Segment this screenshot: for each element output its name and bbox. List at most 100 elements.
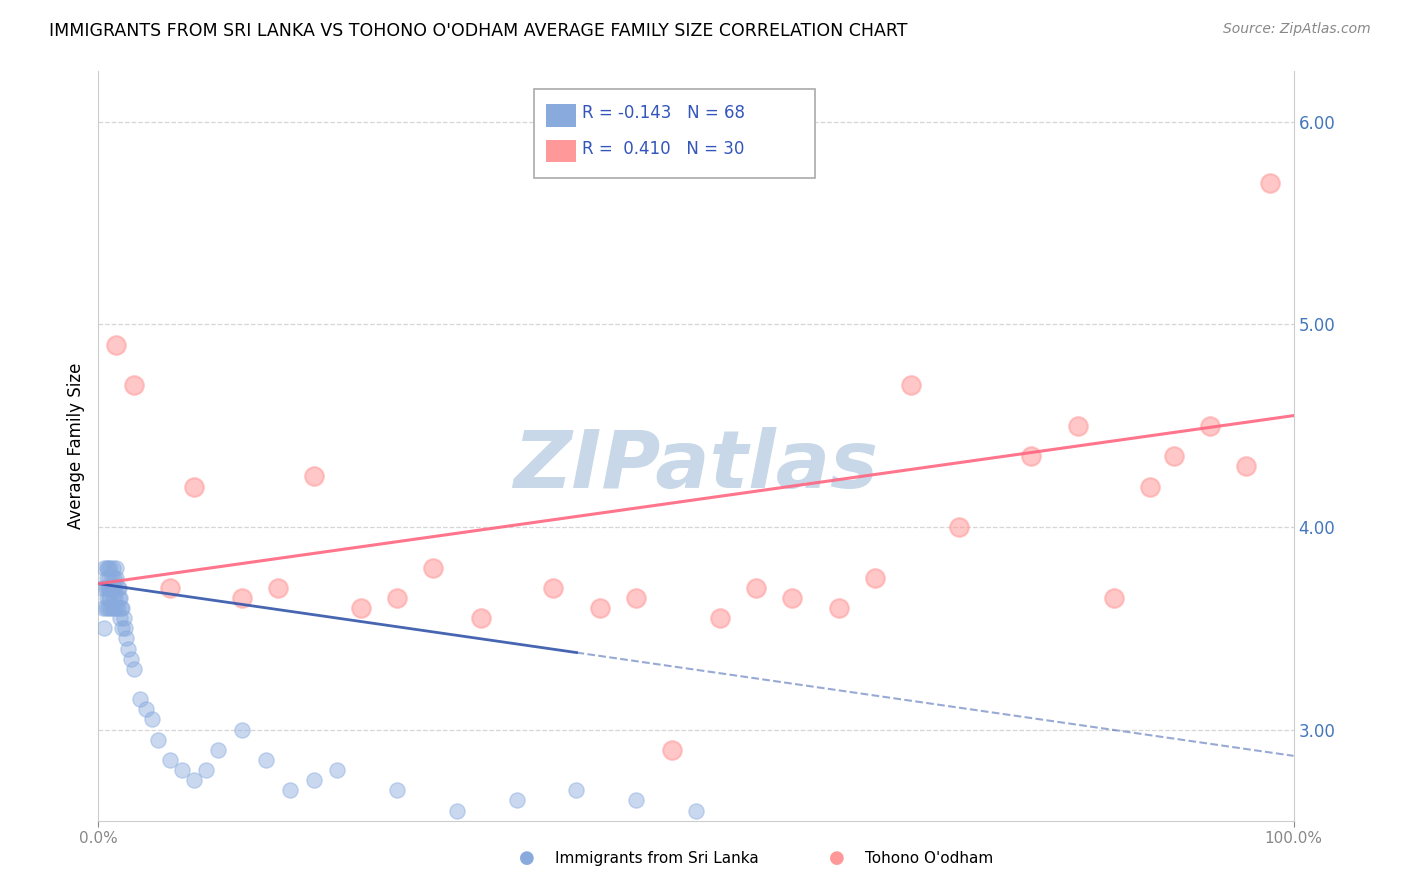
Point (685, 804, 707, 818)
Point (93, 621, 115, 635)
Point (129, 692, 152, 706)
Point (117, 641, 139, 656)
Point (108, 611, 131, 625)
Point (326, 763, 349, 777)
Point (350, 601, 373, 615)
Point (709, 611, 731, 625)
Point (1019, 449, 1042, 463)
Point (104, 591, 127, 605)
Point (626, 591, 648, 605)
Point (865, 571, 887, 585)
Point (105, 337, 128, 351)
Point (111, 601, 134, 615)
Point (103, 581, 125, 595)
Point (98, 591, 121, 605)
Point (96, 591, 118, 605)
Point (148, 732, 170, 747)
Point (101, 591, 124, 605)
Point (91, 581, 114, 595)
Point (97, 560, 120, 574)
Point (565, 783, 588, 797)
Point (94, 601, 117, 615)
Point (107, 581, 129, 595)
Point (91, 601, 114, 615)
Point (1199, 418, 1222, 433)
Point (183, 773, 205, 788)
Text: Source: ZipAtlas.com: Source: ZipAtlas.com (1223, 22, 1371, 37)
Point (100, 571, 122, 585)
Point (100, 581, 122, 595)
Text: R = -0.143   N = 68: R = -0.143 N = 68 (582, 104, 745, 122)
Point (101, 560, 124, 574)
Text: R =  0.410   N = 30: R = 0.410 N = 30 (582, 140, 744, 158)
Point (115, 632, 138, 646)
Point (159, 581, 181, 595)
Point (141, 712, 163, 726)
Point (900, 378, 922, 392)
Point (207, 743, 229, 757)
Point (100, 601, 122, 615)
Point (103, 571, 125, 585)
Point (267, 581, 290, 595)
Point (96, 560, 118, 574)
Point (98, 581, 121, 595)
Point (302, 469, 325, 483)
Point (135, 702, 157, 716)
Point (1067, 418, 1090, 433)
Text: IMMIGRANTS FROM SRI LANKA VS TOHONO O'ODHAM AVERAGE FAMILY SIZE CORRELATION CHAR: IMMIGRANTS FROM SRI LANKA VS TOHONO O'OD… (49, 22, 908, 40)
Point (97, 581, 120, 595)
Point (124, 662, 146, 676)
Point (385, 783, 409, 797)
Point (108, 591, 131, 605)
Point (780, 591, 803, 605)
Point (422, 560, 444, 574)
Point (1234, 459, 1257, 474)
Point (446, 804, 468, 818)
Point (120, 651, 142, 665)
Point (98, 571, 121, 585)
Point (470, 611, 492, 625)
Point (114, 621, 136, 635)
Point (183, 479, 205, 493)
Point (231, 723, 253, 737)
Point (1139, 479, 1161, 493)
Point (172, 763, 194, 777)
Y-axis label: Average Family Size: Average Family Size (66, 363, 84, 529)
Point (1104, 591, 1126, 605)
Point (124, 378, 146, 392)
Point (111, 621, 134, 635)
Point (661, 743, 683, 757)
Text: Tohono O'odham: Tohono O'odham (865, 851, 993, 865)
Point (94, 581, 117, 595)
Point (97, 601, 120, 615)
Point (589, 601, 612, 615)
Text: ●: ● (519, 849, 536, 867)
Point (828, 601, 851, 615)
Point (98, 601, 122, 615)
Point (948, 520, 970, 534)
Text: ●: ● (828, 849, 845, 867)
Point (385, 591, 409, 605)
Point (110, 601, 132, 615)
Text: ZIPatlas: ZIPatlas (513, 427, 879, 505)
Point (93, 560, 115, 574)
Point (107, 581, 129, 595)
Point (231, 591, 253, 605)
Point (101, 581, 124, 595)
Point (195, 763, 218, 777)
Point (506, 793, 529, 807)
Point (541, 581, 564, 595)
Point (278, 783, 301, 797)
Point (104, 581, 127, 595)
Point (626, 793, 648, 807)
Point (105, 571, 128, 585)
Point (98, 581, 122, 595)
Point (105, 560, 128, 574)
Point (159, 753, 181, 767)
Point (745, 581, 768, 595)
Point (1163, 449, 1185, 463)
Point (96, 571, 118, 585)
Point (105, 601, 128, 615)
Point (302, 773, 325, 788)
Point (98, 591, 122, 605)
